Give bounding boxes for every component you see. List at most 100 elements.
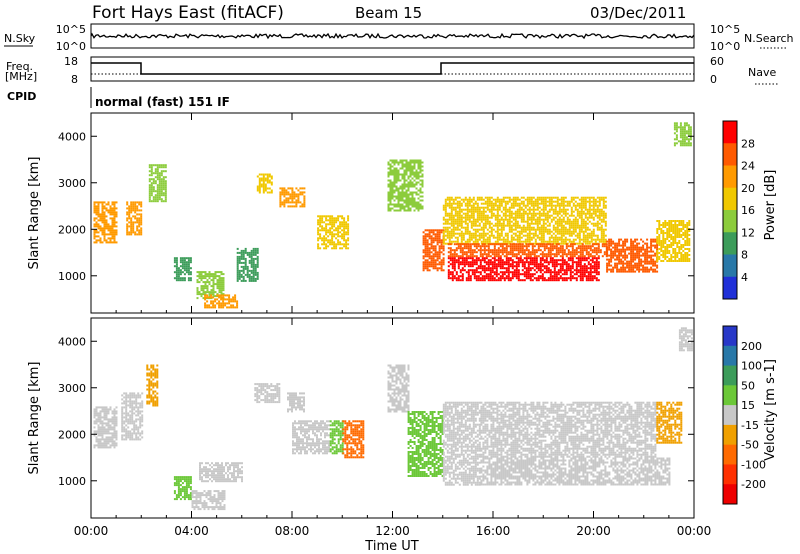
colorbar-tick-label: 20 bbox=[741, 182, 755, 195]
colorbar-swatch bbox=[723, 326, 737, 347]
x-tick-label: 12:00 bbox=[375, 524, 410, 538]
colorbar-tick-label: 100 bbox=[741, 360, 762, 373]
date-title: 03/Dec/2011 bbox=[590, 4, 686, 22]
power-colorbar-label: Power [dB] bbox=[763, 170, 778, 241]
nsky-trace bbox=[90, 32, 695, 40]
colorbar-tick-label: 24 bbox=[741, 160, 755, 173]
data-region bbox=[204, 294, 239, 309]
data-region bbox=[656, 220, 691, 262]
y-tick-label: 1000 bbox=[58, 475, 86, 488]
freq-tick-high: 18 bbox=[64, 55, 78, 68]
cpid-text: normal (fast) 151 IF bbox=[95, 95, 230, 109]
cpid-panel: CPID normal (fast) 151 IF bbox=[7, 87, 230, 109]
data-region bbox=[254, 383, 281, 404]
data-region bbox=[480, 401, 657, 458]
data-region bbox=[447, 243, 608, 258]
nsky-panel: N.Sky 10^5 10^0 10^5 10^0 N.Search bbox=[4, 23, 794, 53]
data-region bbox=[407, 411, 444, 477]
data-region bbox=[93, 406, 118, 449]
beam-title: Beam 15 bbox=[355, 4, 422, 22]
colorbar-swatch bbox=[723, 276, 737, 300]
colorbar-tick-label: 16 bbox=[741, 204, 755, 217]
x-tick-label: 00:00 bbox=[74, 524, 109, 538]
power-axes: 4000 3000 2000 1000 bbox=[58, 113, 695, 313]
data-region bbox=[673, 122, 692, 147]
colorbar-swatch bbox=[723, 121, 737, 144]
data-region bbox=[480, 457, 671, 486]
data-region bbox=[93, 201, 118, 244]
data-region bbox=[287, 392, 305, 413]
power-heatmap bbox=[93, 122, 692, 309]
nave-label: Nave bbox=[748, 66, 776, 79]
x-tick-label: 00:00 bbox=[677, 524, 712, 538]
colorbar-tick-label: -200 bbox=[741, 478, 766, 491]
x-tick-label: 20:00 bbox=[576, 524, 611, 538]
colorbar-swatch bbox=[723, 365, 737, 386]
data-region bbox=[121, 392, 144, 441]
nave-tick-low: 0 bbox=[710, 73, 717, 86]
colorbar-swatch bbox=[723, 187, 737, 211]
data-region bbox=[173, 476, 192, 501]
velocity-colorbar-label: Velocity [m s-1] bbox=[763, 359, 778, 461]
data-region bbox=[191, 490, 226, 511]
colorbar-tick-label: -100 bbox=[741, 458, 766, 471]
colorbar-swatch bbox=[723, 210, 737, 233]
y-tick-label: 3000 bbox=[58, 382, 86, 395]
data-region bbox=[146, 364, 159, 407]
velocity-ylabel: Slant Range [km] bbox=[27, 362, 42, 475]
power-ylabel: Slant Range [km] bbox=[27, 157, 42, 270]
colorbar-tick-label: -50 bbox=[741, 439, 759, 452]
nsky-label: N.Sky bbox=[4, 32, 36, 45]
x-tick-label: 04:00 bbox=[174, 524, 209, 538]
nave-tick-high: 60 bbox=[710, 55, 724, 68]
colorbar-tick-label: 12 bbox=[741, 226, 755, 239]
data-region bbox=[148, 164, 167, 203]
station-title: Fort Hays East (fitACF) bbox=[92, 3, 284, 23]
colorbar-swatch bbox=[723, 143, 737, 166]
colorbar-swatch bbox=[723, 385, 737, 406]
colorbar-frame bbox=[722, 120, 738, 300]
colorbar-tick-label: 200 bbox=[741, 340, 762, 353]
y-tick-label: 4000 bbox=[58, 130, 86, 143]
nsearch-tick-high: 10^5 bbox=[710, 23, 740, 36]
freq-label: Freq. bbox=[6, 60, 33, 73]
data-region bbox=[422, 229, 445, 272]
data-region bbox=[442, 196, 607, 245]
colorbar-swatch bbox=[723, 165, 737, 189]
data-region bbox=[342, 420, 365, 459]
colorbar-tick-label: 15 bbox=[741, 399, 755, 412]
colorbar-tick-label: -15 bbox=[741, 419, 759, 432]
data-region bbox=[656, 401, 683, 444]
data-region bbox=[447, 257, 600, 282]
colorbar-swatch bbox=[723, 232, 737, 255]
velocity-heatmap bbox=[93, 327, 693, 511]
y-tick-label: 2000 bbox=[58, 223, 86, 236]
data-region bbox=[292, 420, 330, 455]
data-region bbox=[173, 257, 192, 282]
data-region bbox=[606, 238, 659, 273]
colorbar-swatch bbox=[723, 464, 737, 485]
data-region bbox=[442, 401, 481, 486]
velocity-colorbar: 200 100 50 15 -15 -50 -100 -200 bbox=[722, 325, 766, 505]
nsearch-label: N.Search bbox=[744, 32, 794, 45]
colorbar-tick-label: 28 bbox=[741, 137, 755, 150]
cpid-label: CPID bbox=[7, 90, 36, 103]
colorbar-swatch bbox=[723, 444, 737, 465]
nsky-tick-high: 10^5 bbox=[56, 23, 86, 36]
data-region bbox=[317, 215, 350, 250]
data-region bbox=[279, 187, 306, 208]
data-region bbox=[678, 327, 693, 352]
freq-panel: Freq. [MHz] 18 8 60 0 Nave bbox=[5, 55, 778, 86]
data-region bbox=[236, 247, 259, 282]
x-axis-label: Time UT bbox=[364, 539, 418, 554]
power-colorbar: 28 24 20 16 12 8 4 bbox=[722, 120, 755, 300]
colorbar-swatch bbox=[723, 484, 737, 505]
x-tick-label: 16:00 bbox=[476, 524, 511, 538]
velocity-axes: 4000 3000 2000 1000 bbox=[58, 318, 695, 518]
colorbar-swatch bbox=[723, 345, 737, 367]
freq-unit: [MHz] bbox=[5, 70, 37, 83]
y-tick-label: 4000 bbox=[58, 335, 86, 348]
y-tick-label: 3000 bbox=[58, 177, 86, 190]
freq-trace bbox=[91, 62, 694, 75]
colorbar-tick-label: 50 bbox=[741, 379, 755, 392]
